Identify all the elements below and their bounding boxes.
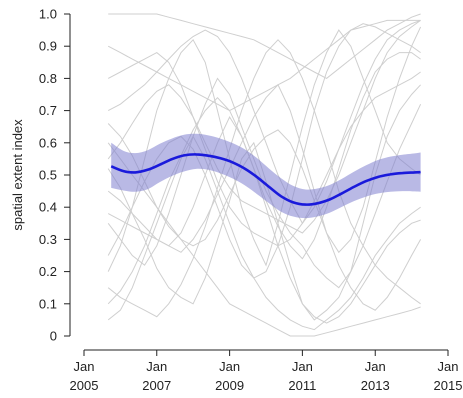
y-tick-label: 0.7: [39, 103, 57, 118]
background-series-14: [107, 115, 421, 324]
y-tick-label: 0.6: [39, 135, 57, 150]
y-ticks-group: 0 0.1 0.2 0.3 0.4 0.5 0.6 0.7 0.8 0.9 1.0: [39, 7, 70, 344]
y-tick-label: 0.9: [39, 39, 57, 54]
y-tick-label: 0.3: [39, 232, 57, 247]
x-tick-label-month: Jan: [74, 359, 95, 374]
y-tick-label: 1.0: [39, 7, 57, 22]
background-series-6: [107, 19, 421, 225]
y-tick-label: 0.8: [39, 71, 57, 86]
background-series-4: [107, 19, 421, 112]
y-tick-label: 0.2: [39, 264, 57, 279]
background-series-12: [107, 39, 421, 318]
y-tick-label: 0.5: [39, 168, 57, 183]
y-tick-label: 0.4: [39, 200, 57, 215]
y-tick-label: 0.1: [39, 296, 57, 311]
background-series-3: [108, 13, 421, 79]
x-tick-label-year: 2015: [434, 378, 463, 393]
y-axis-title: spatial extent index: [10, 119, 25, 231]
x-ticks-group: Jan 2005 Jan 2007 Jan 2009 Jan 2011 Jan 2013 Jan 20…: [70, 350, 463, 393]
x-tick-label-month: Jan: [219, 359, 240, 374]
background-series-8: [107, 142, 421, 337]
background-series-13: [107, 19, 421, 234]
x-tick-label-year: 2005: [70, 378, 99, 393]
x-tick-label-month: Jan: [438, 359, 459, 374]
y-tick-label: 0: [50, 329, 57, 344]
x-tick-label-year: 2013: [361, 378, 390, 393]
background-series-2: [107, 29, 421, 272]
x-tick-label-month: Jan: [292, 359, 313, 374]
x-tick-label-month: Jan: [365, 359, 386, 374]
background-series-10: [107, 52, 421, 247]
x-tick-label-year: 2009: [215, 378, 244, 393]
x-tick-label-month: Jan: [146, 359, 167, 374]
x-tick-label-year: 2011: [288, 378, 316, 393]
background-series-group: [107, 13, 422, 337]
x-tick-label-year: 2007: [142, 378, 171, 393]
trend-line: [110, 153, 421, 206]
